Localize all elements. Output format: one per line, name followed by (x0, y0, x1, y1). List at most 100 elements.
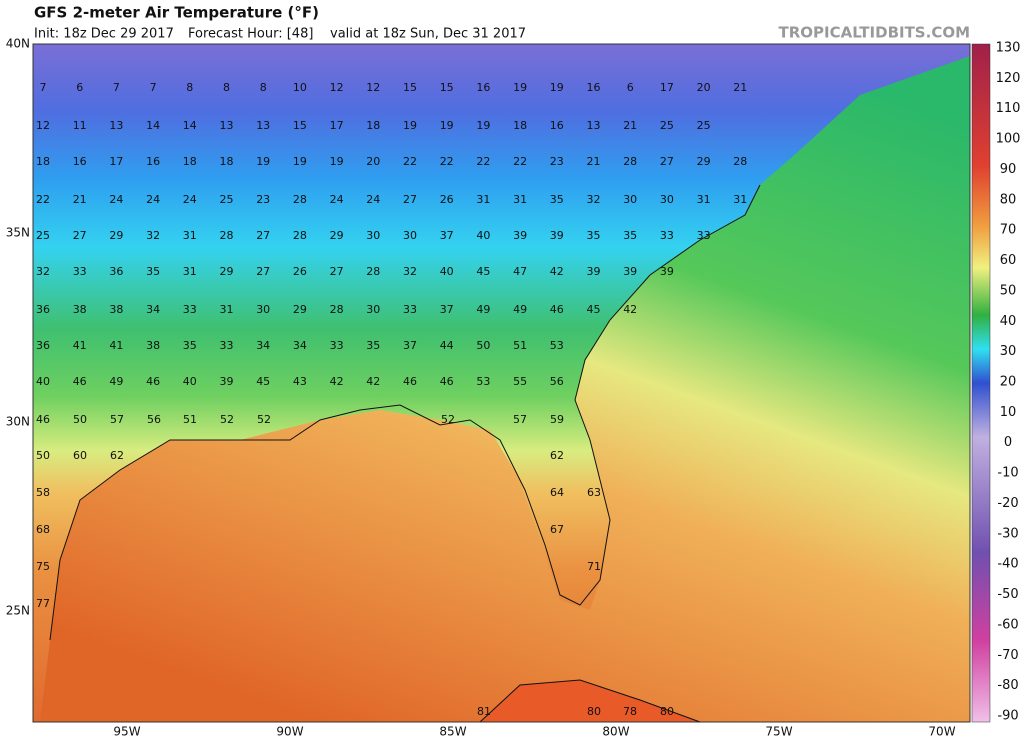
station-temperature: 28 (293, 193, 307, 206)
station-temperature: 16 (146, 155, 160, 168)
station-temperature: 19 (256, 155, 270, 168)
station-temperature: 38 (109, 303, 123, 316)
station-temperature: 39 (550, 229, 564, 242)
station-temperature: 16 (550, 119, 564, 132)
station-temperature: 21 (587, 155, 601, 168)
station-temperature: 40 (183, 375, 197, 388)
station-temperature: 14 (183, 119, 197, 132)
station-temperature: 24 (366, 193, 380, 206)
colorbar-label: 90 (1000, 162, 1017, 177)
station-temperature: 31 (513, 193, 527, 206)
station-temperature: 22 (476, 155, 490, 168)
station-temperature: 57 (110, 413, 124, 426)
station-temperature: 30 (256, 303, 270, 316)
station-temperature: 75 (36, 560, 50, 573)
station-temperature: 43 (293, 375, 307, 388)
station-temperature: 42 (550, 265, 564, 278)
station-temperature: 27 (256, 265, 270, 278)
station-temperature: 46 (73, 375, 87, 388)
station-temperature: 40 (440, 265, 454, 278)
station-temperature: 30 (403, 229, 417, 242)
station-temperature: 37 (403, 339, 417, 352)
colorbar-label: 30 (1000, 344, 1017, 359)
station-temperature: 24 (330, 193, 344, 206)
station-temperature: 71 (587, 560, 601, 573)
station-temperature: 22 (36, 193, 50, 206)
station-temperature: 49 (476, 303, 490, 316)
longitude-label: 85W (439, 725, 466, 739)
brand: TROPICALTIDBITS.COM (779, 24, 971, 42)
station-temperature: 52 (220, 413, 234, 426)
station-temperature: 33 (330, 339, 344, 352)
station-temperature: 16 (73, 155, 87, 168)
colorbar-label: -20 (997, 496, 1018, 511)
station-temperature: 39 (623, 265, 637, 278)
station-temperature: 29 (220, 265, 234, 278)
station-temperature: 23 (550, 155, 564, 168)
station-temperature: 30 (366, 303, 380, 316)
station-temperature: 27 (660, 155, 674, 168)
station-temperature: 8 (260, 81, 267, 94)
station-temperature: 39 (220, 375, 234, 388)
station-temperature: 27 (73, 229, 87, 242)
station-temperature: 46 (36, 413, 50, 426)
forecast-hour: Forecast Hour: [48] (188, 27, 313, 42)
station-temperature: 28 (366, 265, 380, 278)
station-temperature: 39 (660, 265, 674, 278)
longitude-label: 80W (602, 725, 629, 739)
station-temperature: 50 (36, 449, 50, 462)
station-temperature: 36 (109, 265, 123, 278)
station-temperature: 21 (73, 193, 87, 206)
station-temperature: 40 (476, 229, 490, 242)
station-temperature: 31 (697, 193, 711, 206)
station-temperature: 7 (150, 81, 157, 94)
station-temperature: 41 (73, 339, 87, 352)
colorbar-label: -40 (997, 557, 1018, 572)
station-temperature: 47 (513, 265, 527, 278)
station-temperature: 31 (476, 193, 490, 206)
station-temperature: 17 (660, 81, 674, 94)
station-temperature: 42 (366, 375, 380, 388)
station-temperature: 19 (440, 119, 454, 132)
station-temperature: 31 (733, 193, 747, 206)
station-temperature: 28 (220, 229, 234, 242)
station-temperature: 6 (627, 81, 634, 94)
station-temperature: 51 (183, 413, 197, 426)
station-temperature: 15 (440, 81, 454, 94)
station-temperature: 34 (146, 303, 160, 316)
station-temperature: 32 (403, 265, 417, 278)
station-temperature: 29 (109, 229, 123, 242)
station-temperature: 64 (550, 486, 564, 499)
station-temperature: 30 (660, 193, 674, 206)
valid-time: valid at 18z Sun, Dec 31 2017 (330, 27, 526, 42)
station-temperature: 39 (587, 265, 601, 278)
station-temperature: 15 (403, 81, 417, 94)
station-temperature: 18 (183, 155, 197, 168)
station-temperature: 29 (293, 303, 307, 316)
station-temperature: 17 (330, 119, 344, 132)
latitude-label: 35N (6, 226, 30, 240)
station-temperature: 31 (220, 303, 234, 316)
station-temperature: 33 (73, 265, 87, 278)
station-temperature: 78 (623, 705, 637, 718)
colorbar-label: 60 (1000, 253, 1017, 268)
station-temperature: 16 (476, 81, 490, 94)
station-temperature: 31 (183, 229, 197, 242)
station-temperature: 16 (587, 81, 601, 94)
station-temperature: 19 (513, 81, 527, 94)
station-temperature: 49 (513, 303, 527, 316)
station-temperature: 35 (623, 229, 637, 242)
station-temperature: 21 (733, 81, 747, 94)
station-temperature: 26 (440, 193, 454, 206)
station-temperature: 55 (513, 375, 527, 388)
station-temperature: 60 (73, 449, 87, 462)
map-frame (32, 43, 971, 723)
colorbar-label: -80 (997, 678, 1018, 693)
station-temperature: 12 (36, 119, 50, 132)
station-temperature: 32 (36, 265, 50, 278)
station-temperature: 37 (440, 229, 454, 242)
station-temperature: 24 (109, 193, 123, 206)
station-temperature: 32 (146, 229, 160, 242)
station-temperature: 45 (476, 265, 490, 278)
station-temperature: 35 (587, 229, 601, 242)
